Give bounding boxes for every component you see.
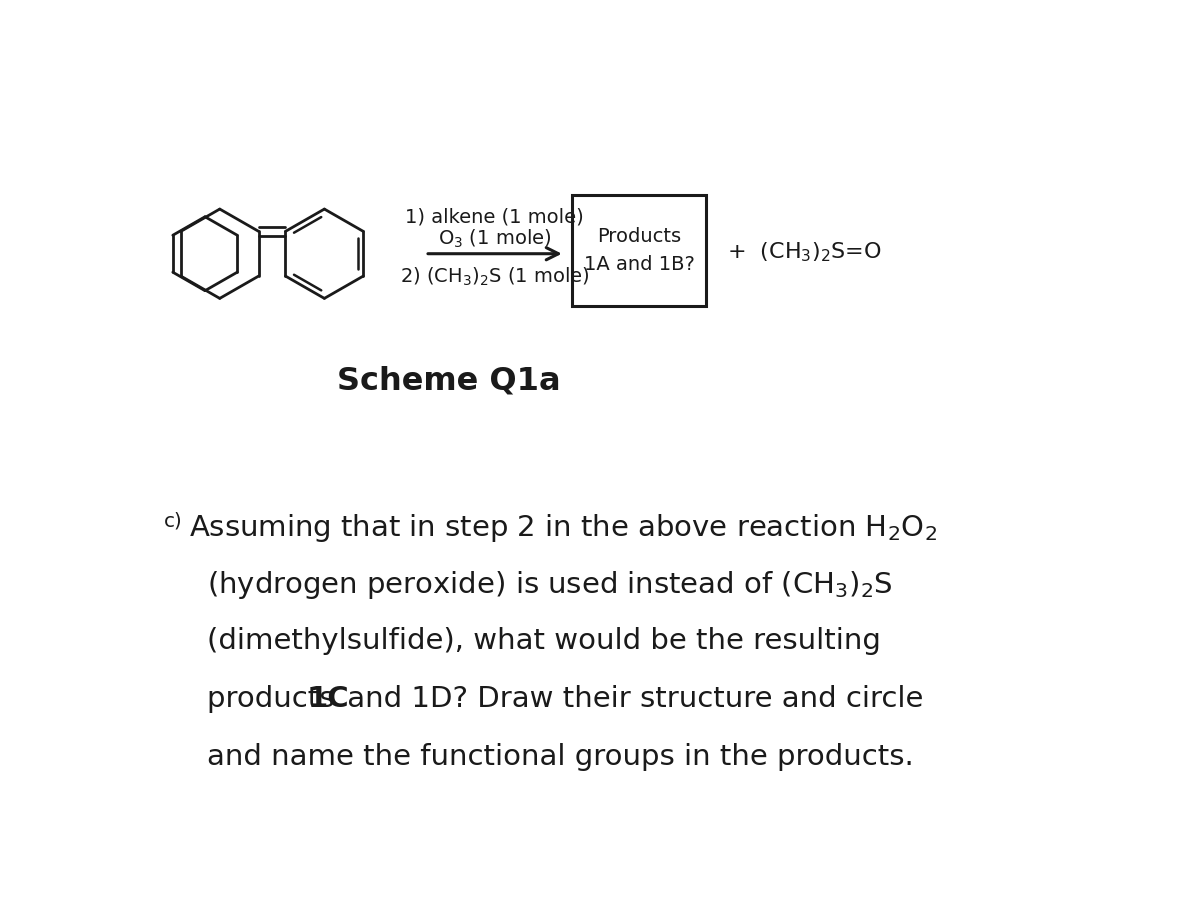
Text: and 1D? Draw their structure and circle: and 1D? Draw their structure and circle: [337, 685, 923, 713]
Text: 2) (CH$_3$)$_2$S (1 mole): 2) (CH$_3$)$_2$S (1 mole): [400, 265, 589, 288]
Text: O$_3$ (1 mole): O$_3$ (1 mole): [438, 228, 552, 250]
Bar: [572, 195, 706, 306]
Text: +  (CH$_3$)$_2$S=O: + (CH$_3$)$_2$S=O: [727, 241, 882, 264]
Text: Assuming that in step 2 in the above reaction H$_2$O$_2$: Assuming that in step 2 in the above rea…: [188, 512, 937, 544]
Text: and name the functional groups in the products.: and name the functional groups in the pr…: [206, 743, 913, 771]
Text: Products
1A and 1B?: Products 1A and 1B?: [583, 227, 695, 274]
Text: products: products: [206, 685, 343, 713]
Text: 1C: 1C: [308, 685, 349, 713]
Text: c): c): [164, 512, 182, 530]
Text: 1) alkene (1 mole): 1) alkene (1 mole): [406, 208, 584, 227]
Text: (hydrogen peroxide) is used instead of (CH$_3$)$_2$S: (hydrogen peroxide) is used instead of (…: [206, 569, 893, 601]
Text: (dimethylsulfide), what would be the resulting: (dimethylsulfide), what would be the res…: [206, 627, 881, 656]
Text: Scheme Q1a: Scheme Q1a: [336, 365, 560, 397]
